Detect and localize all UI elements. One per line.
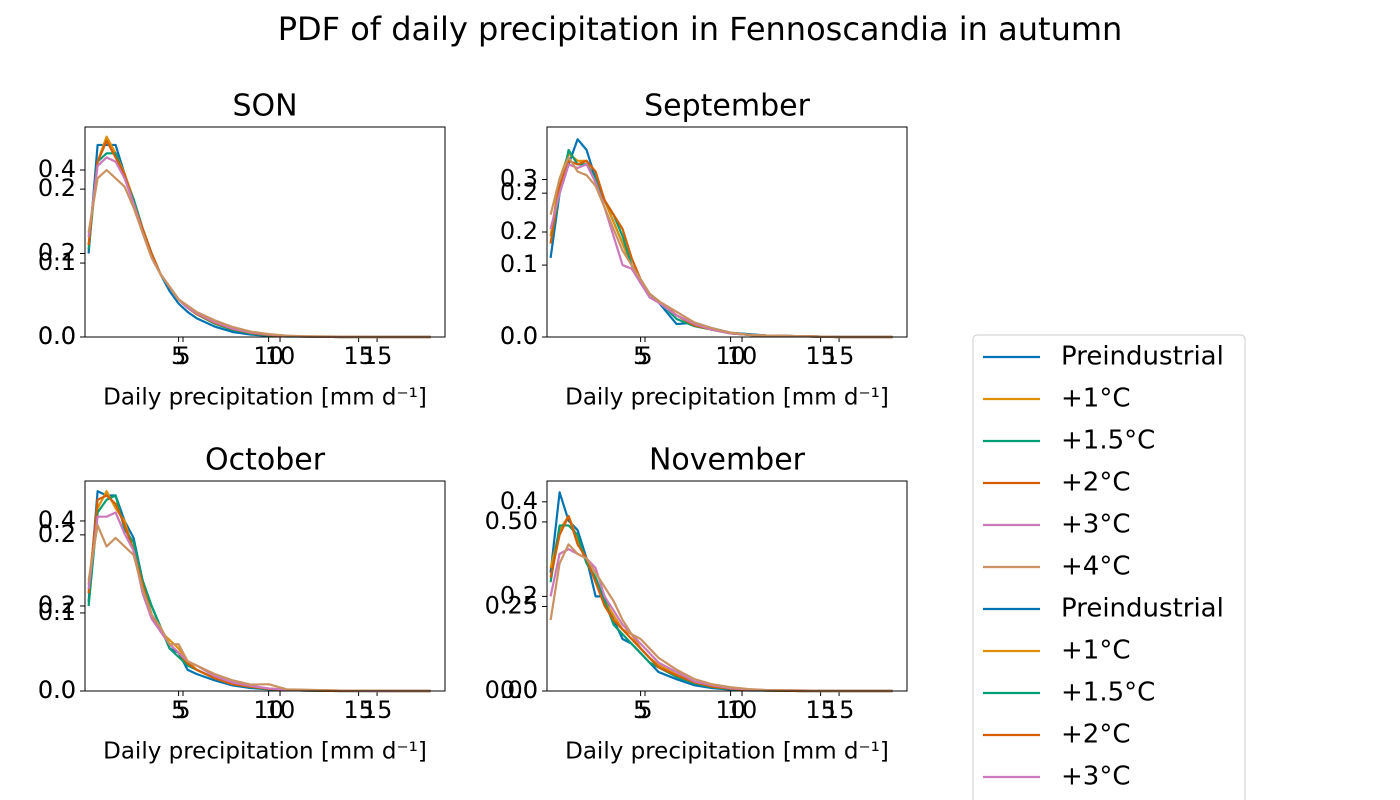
series-line xyxy=(87,490,431,693)
y-tick-label: 0.1 xyxy=(500,250,538,278)
y-tick-label: 0.0 xyxy=(38,676,76,704)
y-tick-label: 0.0 xyxy=(38,322,76,350)
series-line xyxy=(549,159,893,339)
legend-label: Preindustrial xyxy=(1061,594,1224,624)
legend-label: +1°C xyxy=(1061,636,1130,666)
series-line xyxy=(549,514,893,693)
legend-label: +1.5°C xyxy=(1061,678,1155,708)
x-tick-label: 10 xyxy=(265,696,296,724)
x-tick-label: 10 xyxy=(265,342,296,370)
x-tick-label: 5 xyxy=(175,342,190,370)
legend-label: +3°C xyxy=(1061,762,1130,792)
panel-title: November xyxy=(649,443,806,478)
series-line xyxy=(87,168,431,339)
series-line xyxy=(87,139,431,339)
y-tick-label: 0.2 xyxy=(38,520,76,548)
y-tick-label: 0.2 xyxy=(500,178,538,206)
x-tick-label: 10 xyxy=(715,342,746,370)
legend-label: +4°C xyxy=(1061,552,1130,582)
x-tick-label: 10 xyxy=(715,696,746,724)
y-tick-label: 0.0 xyxy=(500,676,538,704)
y-tick-label: 0.2 xyxy=(500,581,538,609)
figure-title: PDF of daily precipitation in Fennoscand… xyxy=(278,10,1123,48)
x-axis-label: Daily precipitation [mm d⁻¹] xyxy=(565,385,889,411)
y-tick-label: 0.0 xyxy=(500,322,538,350)
legend-label: +1°C xyxy=(1061,384,1130,414)
plot-frame xyxy=(546,126,908,338)
legend-label: +3°C xyxy=(1061,510,1130,540)
series-line xyxy=(549,148,893,339)
y-tick-label: 0.0 xyxy=(38,322,76,350)
y-tick-label: 0.1 xyxy=(38,248,76,276)
plot-frame xyxy=(84,126,446,338)
y-tick-label: 0.2 xyxy=(500,217,538,245)
series-line xyxy=(87,494,431,693)
series-line xyxy=(549,548,893,693)
series-line xyxy=(87,152,431,339)
x-tick-label: 5 xyxy=(633,342,648,370)
x-tick-label: 15 xyxy=(805,696,836,724)
y-tick-label: 0.50 xyxy=(485,507,538,535)
legend-label: +2°C xyxy=(1061,720,1130,750)
x-tick-label: 5 xyxy=(637,342,652,370)
y-tick-label: 0.00 xyxy=(485,676,538,704)
x-tick-label: 5 xyxy=(171,696,186,724)
panel-title: September xyxy=(644,89,810,124)
x-tick-label: 15 xyxy=(824,342,855,370)
y-tick-label: 0.1 xyxy=(38,598,76,626)
panel-title: SON xyxy=(232,89,297,124)
x-tick-label: 5 xyxy=(171,342,186,370)
x-tick-label: 5 xyxy=(175,696,190,724)
y-tick-label: 0.4 xyxy=(38,155,76,183)
x-tick-label: 15 xyxy=(805,342,836,370)
x-tick-label: 10 xyxy=(253,342,284,370)
series-line xyxy=(549,543,893,693)
series-line xyxy=(87,143,431,339)
x-tick-label: 15 xyxy=(824,696,855,724)
series-line xyxy=(87,135,431,339)
panel-title: October xyxy=(205,443,326,478)
x-tick-label: 15 xyxy=(343,696,374,724)
series-line xyxy=(549,152,893,339)
x-axis-label: Daily precipitation [mm d⁻¹] xyxy=(565,739,889,765)
y-tick-label: 0.4 xyxy=(500,487,538,515)
plot-frame xyxy=(84,480,446,692)
series-line xyxy=(549,514,893,693)
y-tick-label: 0.2 xyxy=(38,174,76,202)
series-line xyxy=(549,524,893,693)
y-tick-label: 0.4 xyxy=(38,506,76,534)
legend-label: +2°C xyxy=(1061,468,1130,498)
x-tick-label: 10 xyxy=(727,696,758,724)
y-tick-label: 0.0 xyxy=(38,676,76,704)
legend-label: Preindustrial xyxy=(1061,342,1224,372)
series-line xyxy=(549,138,893,339)
series-line xyxy=(87,511,431,693)
x-tick-label: 10 xyxy=(253,696,284,724)
x-tick-label: 5 xyxy=(633,696,648,724)
series-line xyxy=(87,156,431,339)
plot-frame xyxy=(546,480,908,692)
series-line xyxy=(87,490,431,693)
series-line xyxy=(87,524,431,693)
series-line xyxy=(87,494,431,693)
x-tick-label: 10 xyxy=(727,342,758,370)
series-line xyxy=(549,156,893,339)
x-axis-label: Daily precipitation [mm d⁻¹] xyxy=(103,385,427,411)
y-tick-label: 0.3 xyxy=(500,165,538,193)
x-tick-label: 15 xyxy=(343,342,374,370)
x-axis-label: Daily precipitation [mm d⁻¹] xyxy=(103,739,427,765)
y-tick-label: 0.2 xyxy=(38,591,76,619)
legend-box xyxy=(972,334,1246,800)
y-tick-label: 0.0 xyxy=(500,322,538,350)
x-tick-label: 15 xyxy=(362,696,393,724)
legend-label: +1.5°C xyxy=(1061,426,1155,456)
y-tick-label: 0.25 xyxy=(485,591,538,619)
x-tick-label: 15 xyxy=(362,342,393,370)
x-tick-label: 5 xyxy=(637,696,652,724)
y-tick-label: 0.2 xyxy=(38,239,76,267)
